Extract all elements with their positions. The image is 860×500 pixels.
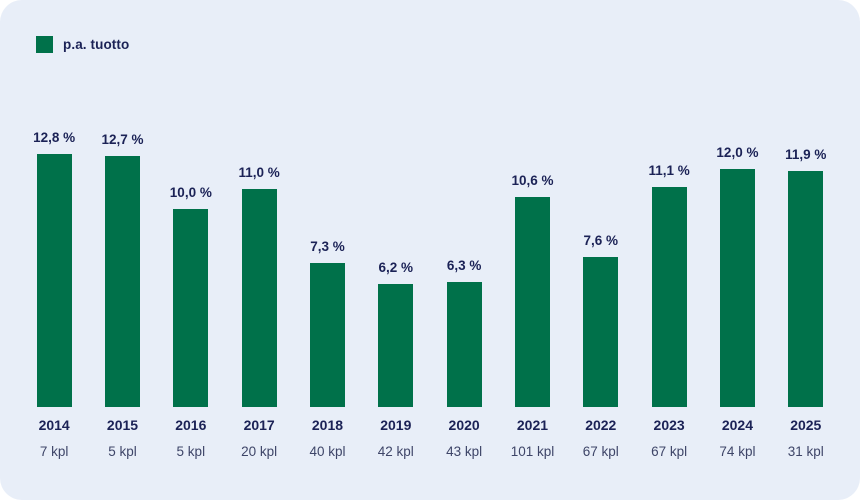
x-axis-year-cell: 2015 xyxy=(88,417,156,433)
bar-value-label: 11,0 % xyxy=(238,165,280,181)
x-axis-year-label: 2025 xyxy=(790,417,822,433)
bar-value-label: 11,1 % xyxy=(648,163,690,179)
x-axis-count-cell: 42 kpl xyxy=(362,444,430,459)
x-axis-count-cell: 67 kpl xyxy=(567,444,635,459)
x-axis-count-label: 7 kpl xyxy=(39,444,69,459)
x-axis-count-cell: 74 kpl xyxy=(703,444,771,459)
x-axis-year-cell: 2020 xyxy=(430,417,498,433)
bar-value-label: 11,9 % xyxy=(785,147,827,163)
x-axis-count-cell: 5 kpl xyxy=(157,444,225,459)
x-axis-year-label: 2016 xyxy=(175,417,207,433)
x-axis-year-label: 2024 xyxy=(721,417,754,433)
x-axis-count-cell: 101 kpl xyxy=(498,444,566,459)
bar-column: 11,1 % xyxy=(635,163,703,407)
x-axis-year-cell: 2025 xyxy=(772,417,840,433)
bar-value-label: 12,7 % xyxy=(101,131,144,147)
bar-column: 11,0 % xyxy=(225,165,293,407)
bar-column: 6,3 % xyxy=(430,258,498,407)
x-axis-year-label: 2015 xyxy=(106,417,139,433)
bar[interactable] xyxy=(446,282,482,407)
x-axis-count-label: 43 kpl xyxy=(446,444,483,459)
bar-value-label: 12,0 % xyxy=(716,145,759,161)
x-axis-count-cell: 7 kpl xyxy=(20,444,88,459)
x-axis-year-cell: 2014 xyxy=(20,417,88,433)
legend-label: p.a. tuotto xyxy=(63,37,130,52)
x-axis-counts: 7 kpl 5 kpl 5 kpl 20 kpl 40 kpl 42 kpl 43 kpl 1… xyxy=(0,444,860,459)
x-axis-count-label: 20 kpl xyxy=(241,444,278,459)
bar[interactable] xyxy=(378,284,414,407)
bar-column: 10,6 % xyxy=(498,173,566,407)
x-axis-year-label: 2019 xyxy=(380,417,412,433)
x-axis-year-label: 2022 xyxy=(585,417,617,433)
bar-value-label: 10,0 % xyxy=(169,185,212,200)
x-axis-year-cell: 2019 xyxy=(362,417,430,433)
x-axis-count-label: 5 kpl xyxy=(108,444,137,459)
x-axis-count-label: 67 kpl xyxy=(651,444,688,459)
x-axis-year-cell: 2018 xyxy=(293,417,361,433)
x-axis-year-cell: 2016 xyxy=(157,417,225,433)
legend-item[interactable]: p.a. tuotto xyxy=(36,36,129,53)
x-axis-count-cell: 31 kpl xyxy=(772,444,840,459)
bar[interactable] xyxy=(583,256,619,407)
bar-column: 11,9 % xyxy=(772,147,840,407)
bar[interactable] xyxy=(788,171,824,407)
x-axis-year-label: 2021 xyxy=(516,417,549,433)
x-axis-count-label: 101 kpl xyxy=(510,444,555,459)
x-axis-count-cell: 67 kpl xyxy=(635,444,703,459)
bar[interactable] xyxy=(36,153,72,407)
bar-value-label: 6,3 % xyxy=(446,258,482,274)
x-axis-year-label: 2023 xyxy=(653,417,685,433)
bar-value-label: 6,2 % xyxy=(378,260,414,276)
bar-column: 7,6 % xyxy=(567,232,635,407)
bar-value-label: 7,3 % xyxy=(310,238,345,254)
bar-column: 12,8 % xyxy=(20,130,88,407)
bar[interactable] xyxy=(173,209,209,407)
bar[interactable] xyxy=(241,189,277,407)
bar-value-label: 12,8 % xyxy=(33,129,76,145)
bar-column: 6,2 % xyxy=(362,260,430,407)
bar-column: 12,7 % xyxy=(88,131,156,407)
x-axis-year-label: 2014 xyxy=(38,417,70,433)
x-axis-year-cell: 2024 xyxy=(703,417,771,433)
bar[interactable] xyxy=(514,197,550,407)
x-axis-count-cell: 40 kpl xyxy=(293,444,361,459)
x-axis-years: 2014 2015 2016 2017 2018 2019 2020 2021 2022 2023… xyxy=(0,417,860,433)
bar[interactable] xyxy=(104,155,140,407)
x-axis-count-label: 67 kpl xyxy=(582,444,619,459)
x-axis-year-label: 2020 xyxy=(448,417,480,433)
x-axis-year-cell: 2023 xyxy=(635,417,703,433)
bar[interactable] xyxy=(719,169,755,407)
x-axis-year-label: 2018 xyxy=(311,417,344,433)
x-axis-count-label: 42 kpl xyxy=(377,444,414,459)
x-axis-year-label: 2017 xyxy=(243,417,275,433)
x-axis-count-label: 5 kpl xyxy=(176,444,206,459)
bar-column: 10,0 % xyxy=(157,185,225,407)
bar[interactable] xyxy=(309,262,345,407)
bar-column: 12,0 % xyxy=(703,145,771,407)
legend-swatch-icon xyxy=(36,36,53,53)
x-axis-year-cell: 2017 xyxy=(225,417,293,433)
x-axis-count-label: 31 kpl xyxy=(787,444,824,459)
bar[interactable] xyxy=(651,187,687,407)
x-axis-year-cell: 2021 xyxy=(498,417,566,433)
x-axis-count-cell: 20 kpl xyxy=(225,444,293,459)
bar-column: 7,3 % xyxy=(293,238,361,407)
x-axis-count-label: 74 kpl xyxy=(719,444,756,459)
bar-value-label: 10,6 % xyxy=(511,173,554,189)
bar-plot-area: 12,8 % 12,7 % 10,0 % 11,0 % 7,3 % 6,2 % 6,3 % 1… xyxy=(20,130,840,407)
x-axis-count-label: 40 kpl xyxy=(309,444,346,459)
x-axis-count-cell: 5 kpl xyxy=(88,444,156,459)
x-axis-year-cell: 2022 xyxy=(567,417,635,433)
x-axis-count-cell: 43 kpl xyxy=(430,444,498,459)
bar-value-label: 7,6 % xyxy=(583,232,619,248)
